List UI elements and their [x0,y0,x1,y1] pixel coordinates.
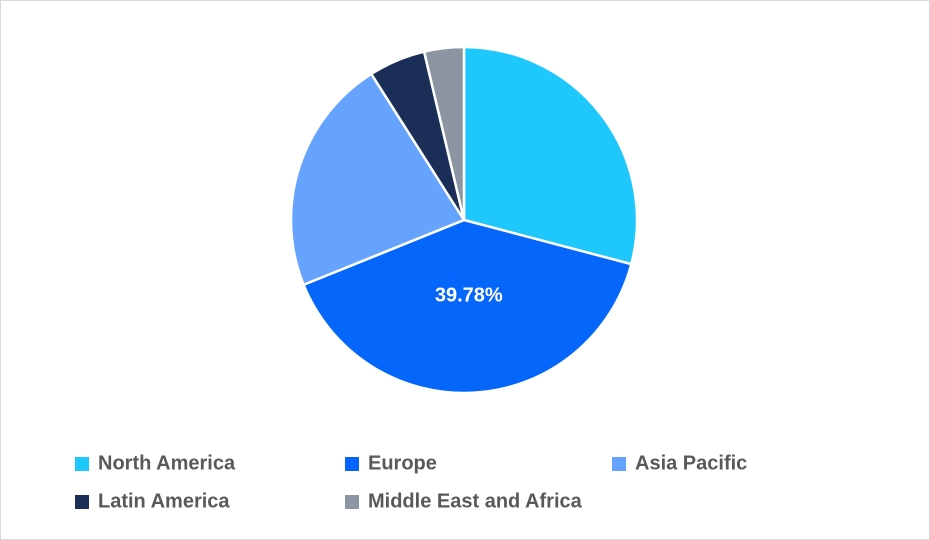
pie-slice [289,72,466,287]
legend-swatch [75,495,89,509]
legend-label: Europe [368,452,437,474]
data-label: 39.78% [435,284,503,306]
legend-label: Middle East and Africa [368,490,583,512]
legend-label: Asia Pacific [635,452,747,474]
pie-slice [301,218,633,395]
legend-swatch [75,457,89,471]
legend-label: Latin America [98,490,230,512]
legend-label: North America [98,452,236,474]
legend-swatch [612,457,626,471]
legend-swatch [345,495,359,509]
legend-swatch [345,457,359,471]
pie-slice [462,45,639,266]
pie-slice [422,45,466,221]
